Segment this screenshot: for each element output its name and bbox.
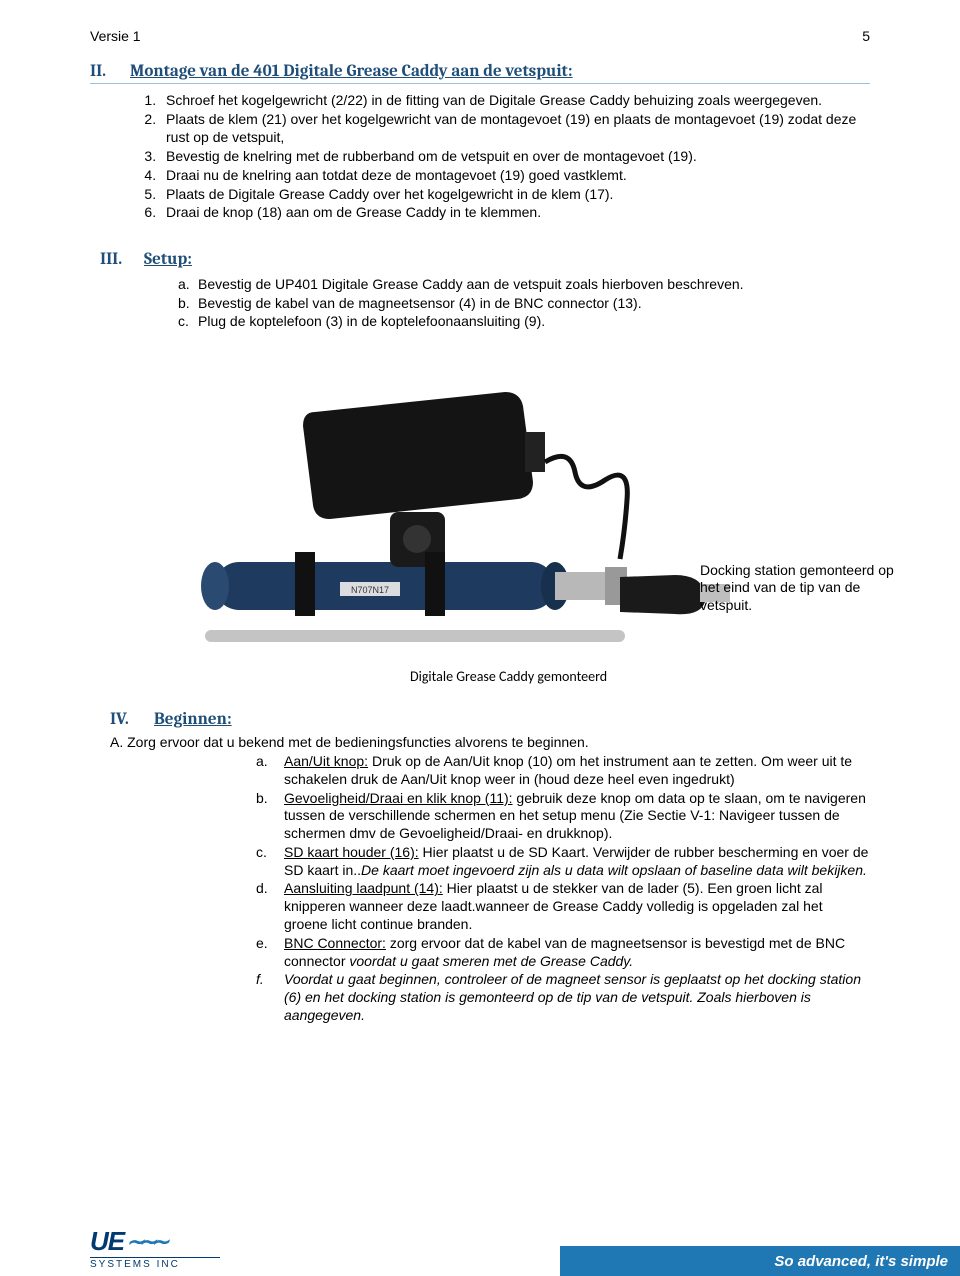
list-item: c. SD kaart houder (16): Hier plaatst u … [256,844,870,880]
grease-caddy-image: N707N17 [175,352,735,672]
list-item: Plaats de klem (21) over het kogelgewric… [160,111,870,147]
logo-text: UE [90,1226,124,1257]
svg-text:N707N17: N707N17 [351,585,389,595]
page-number: 5 [862,28,870,44]
list-item: Schroef het kogelgewricht (2/22) in de f… [160,92,870,110]
section-4-intro: A. Zorg ervoor dat u bekend met de bedie… [90,733,870,751]
list-item: f. Voordat u gaat beginnen, controleer o… [256,971,870,1024]
company-logo: UE ∼∼∼ SYSTEMS INC [90,1226,220,1270]
section-2-roman: II. [90,62,130,81]
list-item: a. Aan/Uit knop: Druk op de Aan/Uit knop… [256,753,870,789]
figure-caption-right: Docking station gemonteerd op het eind v… [700,562,900,615]
footer-tagline-bar: So advanced, it's simple [560,1246,960,1276]
figure-caption-below: Digitale Grease Caddy gemonteerd [410,668,607,685]
list-item: Bevestig de knelring met de rubberband o… [160,148,870,166]
logo-wave-icon: ∼∼∼ [126,1229,163,1255]
list-item: b.Bevestig de kabel van de magneetsensor… [178,294,870,312]
figure: N707N17 Docking station gemonteerd op he… [90,352,870,692]
section-3-title: Setup: [144,250,192,269]
list-item: e. BNC Connector: zorg ervoor dat de kab… [256,935,870,971]
list-item: Plaats de Digitale Grease Caddy over het… [160,186,870,204]
list-item: a.Bevestig de UP401 Digitale Grease Cadd… [178,275,870,293]
list-item: c.Plug de koptelefoon (3) in de koptelef… [178,312,870,330]
page-header: Versie 1 5 [90,28,870,44]
footer-tagline: So advanced, it's simple [774,1253,948,1270]
list-item: Draai nu de knelring aan totdat deze de … [160,167,870,185]
section-4-heading: IV. Beginnen: [90,710,870,729]
version-label: Versie 1 [90,28,141,44]
section-4-roman: IV. [110,710,154,729]
list-item: b. Gevoeligheid/Draai en klik knop (11):… [256,790,870,843]
section-3-heading: III. Setup: [90,250,870,269]
logo-subtext: SYSTEMS INC [90,1257,220,1270]
page-footer: UE ∼∼∼ SYSTEMS INC So advanced, it's sim… [0,1218,960,1276]
section-2-title: Montage van de 401 Digitale Grease Caddy… [130,62,573,81]
section-4-title: Beginnen: [154,710,232,729]
section-2-heading: II. Montage van de 401 Digitale Grease C… [90,62,870,84]
section-3-list: a.Bevestig de UP401 Digitale Grease Cadd… [90,275,870,330]
section-4-list: a. Aan/Uit knop: Druk op de Aan/Uit knop… [90,753,870,1024]
list-item: Draai de knop (18) aan om de Grease Cadd… [160,204,870,222]
section-2-list: Schroef het kogelgewricht (2/22) in de f… [90,92,870,222]
section-3-roman: III. [100,250,144,269]
list-item: d. Aansluiting laadpunt (14): Hier plaat… [256,880,870,933]
